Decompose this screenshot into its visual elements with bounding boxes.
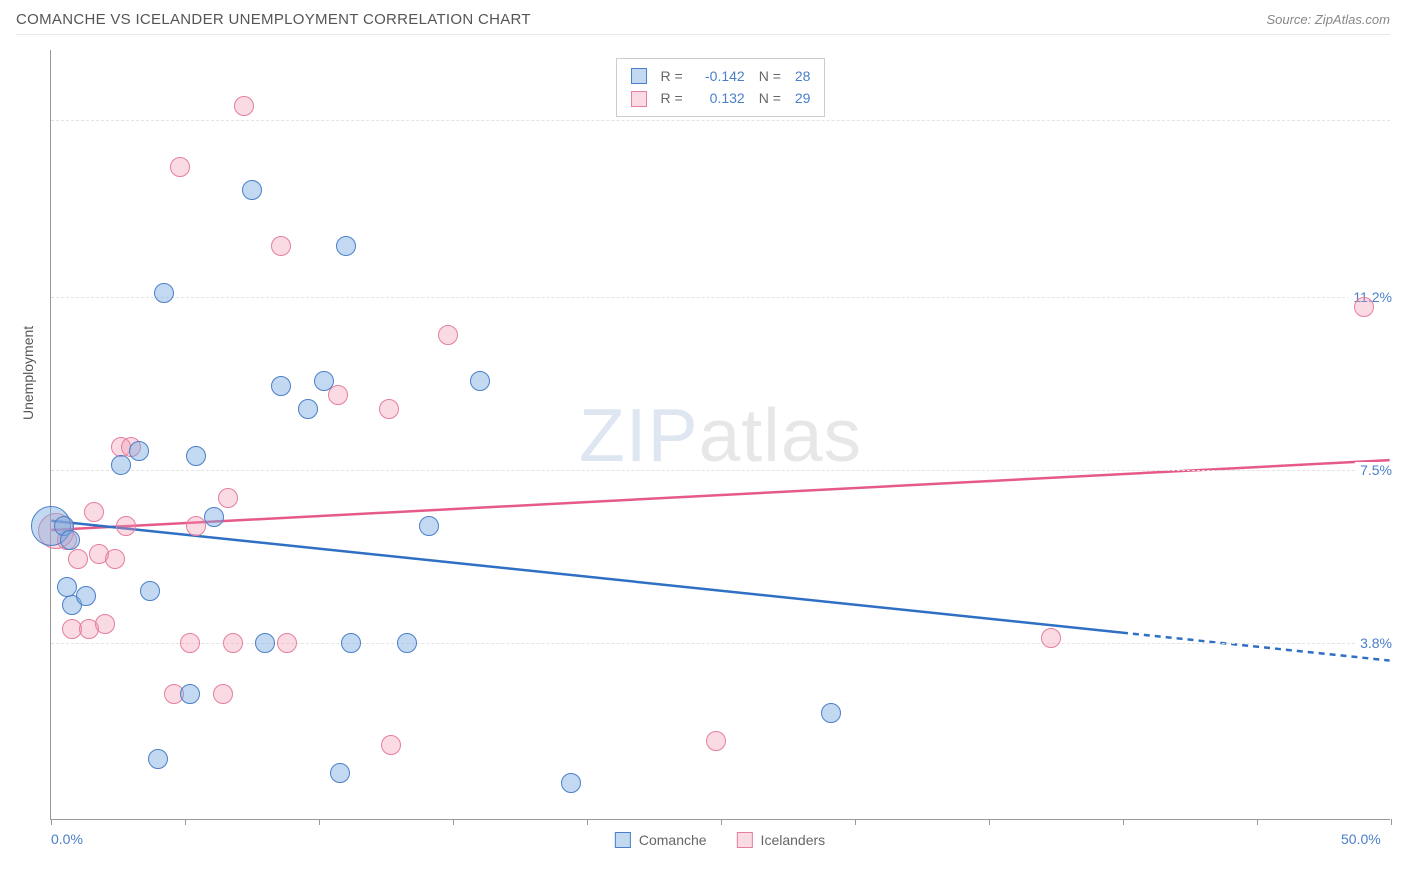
legend-swatch (631, 68, 647, 84)
scatter-point (60, 530, 80, 550)
x-tick (319, 819, 320, 825)
scatter-point (381, 735, 401, 755)
scatter-point (170, 157, 190, 177)
gridline: 3.8% (51, 643, 1390, 644)
scatter-point (223, 633, 243, 653)
scatter-point (76, 586, 96, 606)
legend-n-value: 29 (795, 87, 811, 109)
scatter-point (314, 371, 334, 391)
x-tick (1123, 819, 1124, 825)
x-tick (51, 819, 52, 825)
scatter-point (379, 399, 399, 419)
chart-title: COMANCHE VS ICELANDER UNEMPLOYMENT CORRE… (16, 11, 531, 28)
scatter-point (1354, 297, 1374, 317)
source-attribution: Source: ZipAtlas.com (1266, 12, 1390, 27)
regression-lines (51, 50, 1390, 819)
scatter-point (180, 684, 200, 704)
x-tick (989, 819, 990, 825)
legend-r-value: 0.132 (697, 87, 745, 109)
scatter-point (470, 371, 490, 391)
legend-row: R = -0.142 N = 28 (631, 65, 811, 87)
scatter-point (111, 455, 131, 475)
plot-region: ZIPatlas R = -0.142 N = 28 R = 0.132 N =… (50, 50, 1390, 820)
source-name: ZipAtlas.com (1315, 12, 1390, 27)
scatter-point (706, 731, 726, 751)
scatter-point (84, 502, 104, 522)
y-axis-label: Unemployment (20, 326, 36, 420)
scatter-point (336, 236, 356, 256)
scatter-point (180, 633, 200, 653)
watermark-zip: ZIP (579, 392, 699, 478)
scatter-point (821, 703, 841, 723)
header: COMANCHE VS ICELANDER UNEMPLOYMENT CORRE… (16, 5, 1390, 35)
source-prefix: Source: (1266, 12, 1314, 27)
scatter-point (341, 633, 361, 653)
legend-swatch (737, 832, 753, 848)
scatter-point (298, 399, 318, 419)
scatter-point (116, 516, 136, 536)
correlation-legend: R = -0.142 N = 28 R = 0.132 N = 29 (616, 58, 826, 117)
scatter-point (204, 507, 224, 527)
series-legend: Comanche Icelanders (615, 832, 825, 848)
legend-item: Comanche (615, 832, 707, 848)
scatter-point (57, 577, 77, 597)
scatter-point (154, 283, 174, 303)
scatter-point (419, 516, 439, 536)
x-tick (185, 819, 186, 825)
watermark: ZIPatlas (579, 392, 862, 478)
scatter-point (213, 684, 233, 704)
scatter-point (271, 376, 291, 396)
legend-n-value: 28 (795, 65, 811, 87)
legend-item: Icelanders (737, 832, 826, 848)
scatter-point (105, 549, 125, 569)
scatter-point (561, 773, 581, 793)
legend-r-label: R = (661, 65, 683, 87)
gridline (51, 120, 1390, 121)
chart-container: COMANCHE VS ICELANDER UNEMPLOYMENT CORRE… (0, 0, 1406, 892)
chart-area: ZIPatlas R = -0.142 N = 28 R = 0.132 N =… (50, 50, 1390, 820)
scatter-point (234, 96, 254, 116)
y-tick-label: 3.8% (1355, 635, 1392, 651)
x-tick (1391, 819, 1392, 825)
x-tick (855, 819, 856, 825)
scatter-point (330, 763, 350, 783)
x-tick (1257, 819, 1258, 825)
gridline: 7.5% (51, 470, 1390, 471)
x-tick (453, 819, 454, 825)
scatter-point (95, 614, 115, 634)
legend-n-label: N = (759, 87, 781, 109)
legend-r-label: R = (661, 87, 683, 109)
scatter-point (186, 446, 206, 466)
scatter-point (129, 441, 149, 461)
x-tick (721, 819, 722, 825)
legend-series-label: Icelanders (761, 832, 826, 848)
scatter-point (277, 633, 297, 653)
x-tick-label: 0.0% (51, 831, 83, 847)
x-tick-label: 50.0% (1341, 831, 1381, 847)
scatter-point (438, 325, 458, 345)
scatter-point (148, 749, 168, 769)
y-tick-label: 7.5% (1355, 462, 1392, 478)
scatter-point (186, 516, 206, 536)
legend-series-label: Comanche (639, 832, 707, 848)
scatter-point (140, 581, 160, 601)
legend-n-label: N = (759, 65, 781, 87)
legend-row: R = 0.132 N = 29 (631, 87, 811, 109)
x-tick (587, 819, 588, 825)
scatter-point (271, 236, 291, 256)
scatter-point (242, 180, 262, 200)
legend-r-value: -0.142 (697, 65, 745, 87)
scatter-point (397, 633, 417, 653)
scatter-point (255, 633, 275, 653)
legend-swatch (615, 832, 631, 848)
gridline: 11.2% (51, 297, 1390, 298)
scatter-point (218, 488, 238, 508)
scatter-point (1041, 628, 1061, 648)
watermark-atlas: atlas (699, 392, 862, 478)
legend-swatch (631, 91, 647, 107)
scatter-point (68, 549, 88, 569)
